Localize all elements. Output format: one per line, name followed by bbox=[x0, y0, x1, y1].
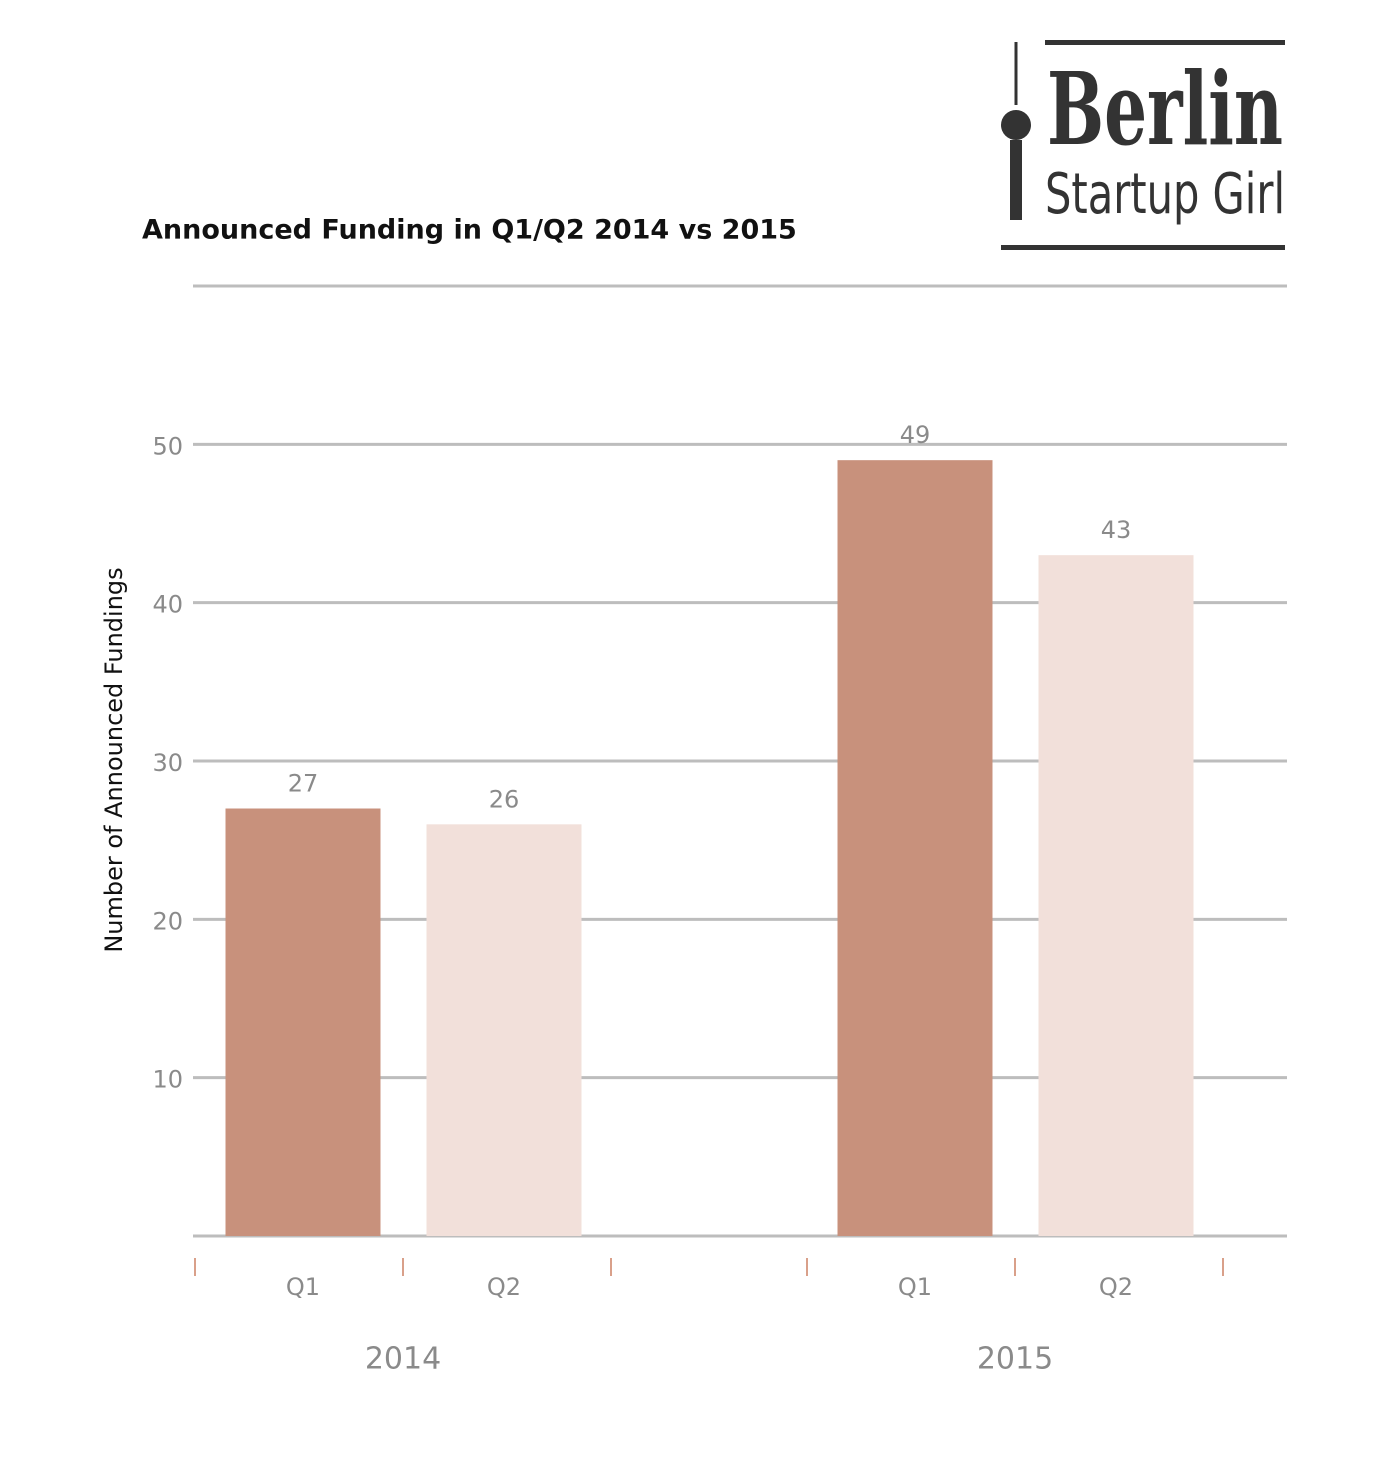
y-tick-label: 30 bbox=[152, 749, 183, 777]
y-tick-label: 20 bbox=[152, 907, 183, 935]
group-label: 2014 bbox=[365, 1342, 441, 1377]
value-label: 26 bbox=[489, 785, 520, 813]
group-label: 2015 bbox=[977, 1342, 1053, 1377]
bar bbox=[1038, 555, 1194, 1236]
logo-rule bbox=[1045, 40, 1285, 45]
logo-rule bbox=[1001, 245, 1285, 250]
y-tick-label: 40 bbox=[152, 591, 183, 619]
value-label: 27 bbox=[288, 770, 319, 798]
chart-title: Announced Funding in Q1/Q2 2014 vs 2015 bbox=[142, 215, 797, 246]
y-tick-label: 50 bbox=[152, 432, 183, 460]
tower-shaft bbox=[1010, 140, 1022, 220]
x-tick-label: Q1 bbox=[286, 1273, 320, 1301]
value-label: 43 bbox=[1101, 516, 1132, 544]
logo-line2: Startup Girl bbox=[1045, 162, 1285, 227]
logo: Berlin Startup Girl bbox=[1001, 40, 1285, 250]
tower-sphere bbox=[1001, 110, 1031, 140]
bar bbox=[426, 824, 582, 1236]
bar bbox=[837, 460, 993, 1237]
y-axis-label: Number of Announced Fundings bbox=[100, 567, 128, 952]
value-label: 49 bbox=[900, 421, 931, 449]
x-tick-label: Q2 bbox=[1099, 1273, 1133, 1301]
bar bbox=[225, 808, 381, 1236]
x-tick-label: Q1 bbox=[898, 1273, 932, 1301]
logo-line1: Berlin bbox=[1047, 50, 1283, 168]
x-tick-label: Q2 bbox=[487, 1273, 521, 1301]
y-tick-label: 10 bbox=[152, 1066, 183, 1094]
